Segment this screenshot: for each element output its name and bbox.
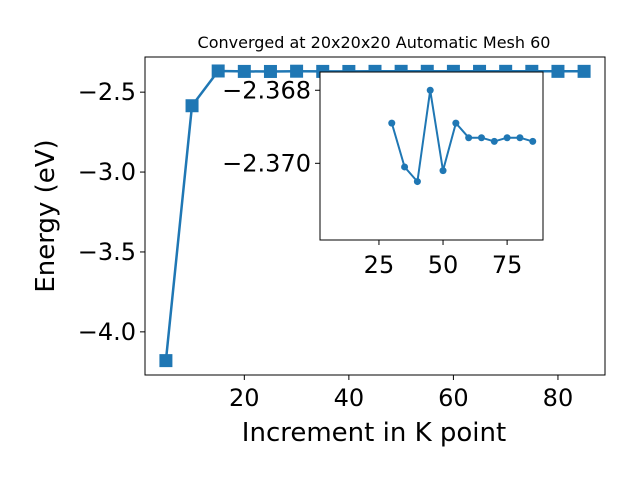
inset-data-point: [401, 163, 409, 171]
main-y-tick-label: −2.5: [78, 78, 136, 106]
main-x-tick-label: 80: [543, 384, 574, 412]
inset-data-point: [413, 178, 421, 186]
inset-y-axis-ticks: −2.370 −2.368: [222, 76, 320, 177]
main-data-point: [290, 64, 304, 78]
inset-data-point: [503, 134, 511, 142]
inset-y-tick-label: −2.368: [222, 76, 311, 104]
main-data-point: [159, 354, 173, 368]
y-axis-label: Energy (eV): [31, 139, 61, 292]
inset-x-tick-label: 25: [364, 251, 395, 279]
main-data-point: [263, 64, 277, 78]
chart-title: Converged at 20x20x20 Automatic Mesh 60: [198, 33, 551, 52]
main-series-layer: [159, 64, 591, 368]
inset-y-tick-label: −2.370: [222, 149, 311, 177]
main-x-axis-ticks: 20 40 60 80: [229, 375, 573, 412]
main-x-tick-label: 20: [229, 384, 260, 412]
main-y-tick-label: −3.0: [78, 158, 136, 186]
main-data-point: [577, 64, 591, 78]
inset-data-point: [439, 167, 447, 175]
main-plot-frame: [144, 56, 606, 376]
inset-data-point: [529, 137, 537, 145]
main-y-tick-label: −4.0: [78, 318, 136, 346]
x-axis-label: Increment in K point: [242, 418, 506, 448]
main-y-tick-label: −3.5: [78, 238, 136, 266]
inset-data-point: [477, 134, 485, 142]
main-data-point: [237, 64, 251, 78]
inset-data-point: [388, 119, 396, 127]
main-data-point: [211, 64, 225, 78]
inset-x-tick-label: 75: [492, 251, 523, 279]
inset-x-tick-label: 50: [428, 251, 459, 279]
inset-series-layer: [388, 86, 537, 186]
main-data-point: [185, 99, 199, 113]
main-x-tick-label: 40: [334, 384, 365, 412]
inset-data-point: [490, 137, 498, 145]
main-data-point: [551, 64, 565, 78]
inset-data-point: [426, 86, 434, 94]
main-y-axis-ticks: −4.0 −3.5 −3.0 −2.5: [78, 78, 145, 346]
inset-data-point: [452, 119, 460, 127]
inset-x-axis-ticks: 25 50 75: [364, 240, 523, 279]
inset-plot-frame: [319, 71, 544, 241]
inset-data-point: [465, 134, 473, 142]
main-x-tick-label: 60: [438, 384, 469, 412]
inset-data-point: [516, 134, 524, 142]
